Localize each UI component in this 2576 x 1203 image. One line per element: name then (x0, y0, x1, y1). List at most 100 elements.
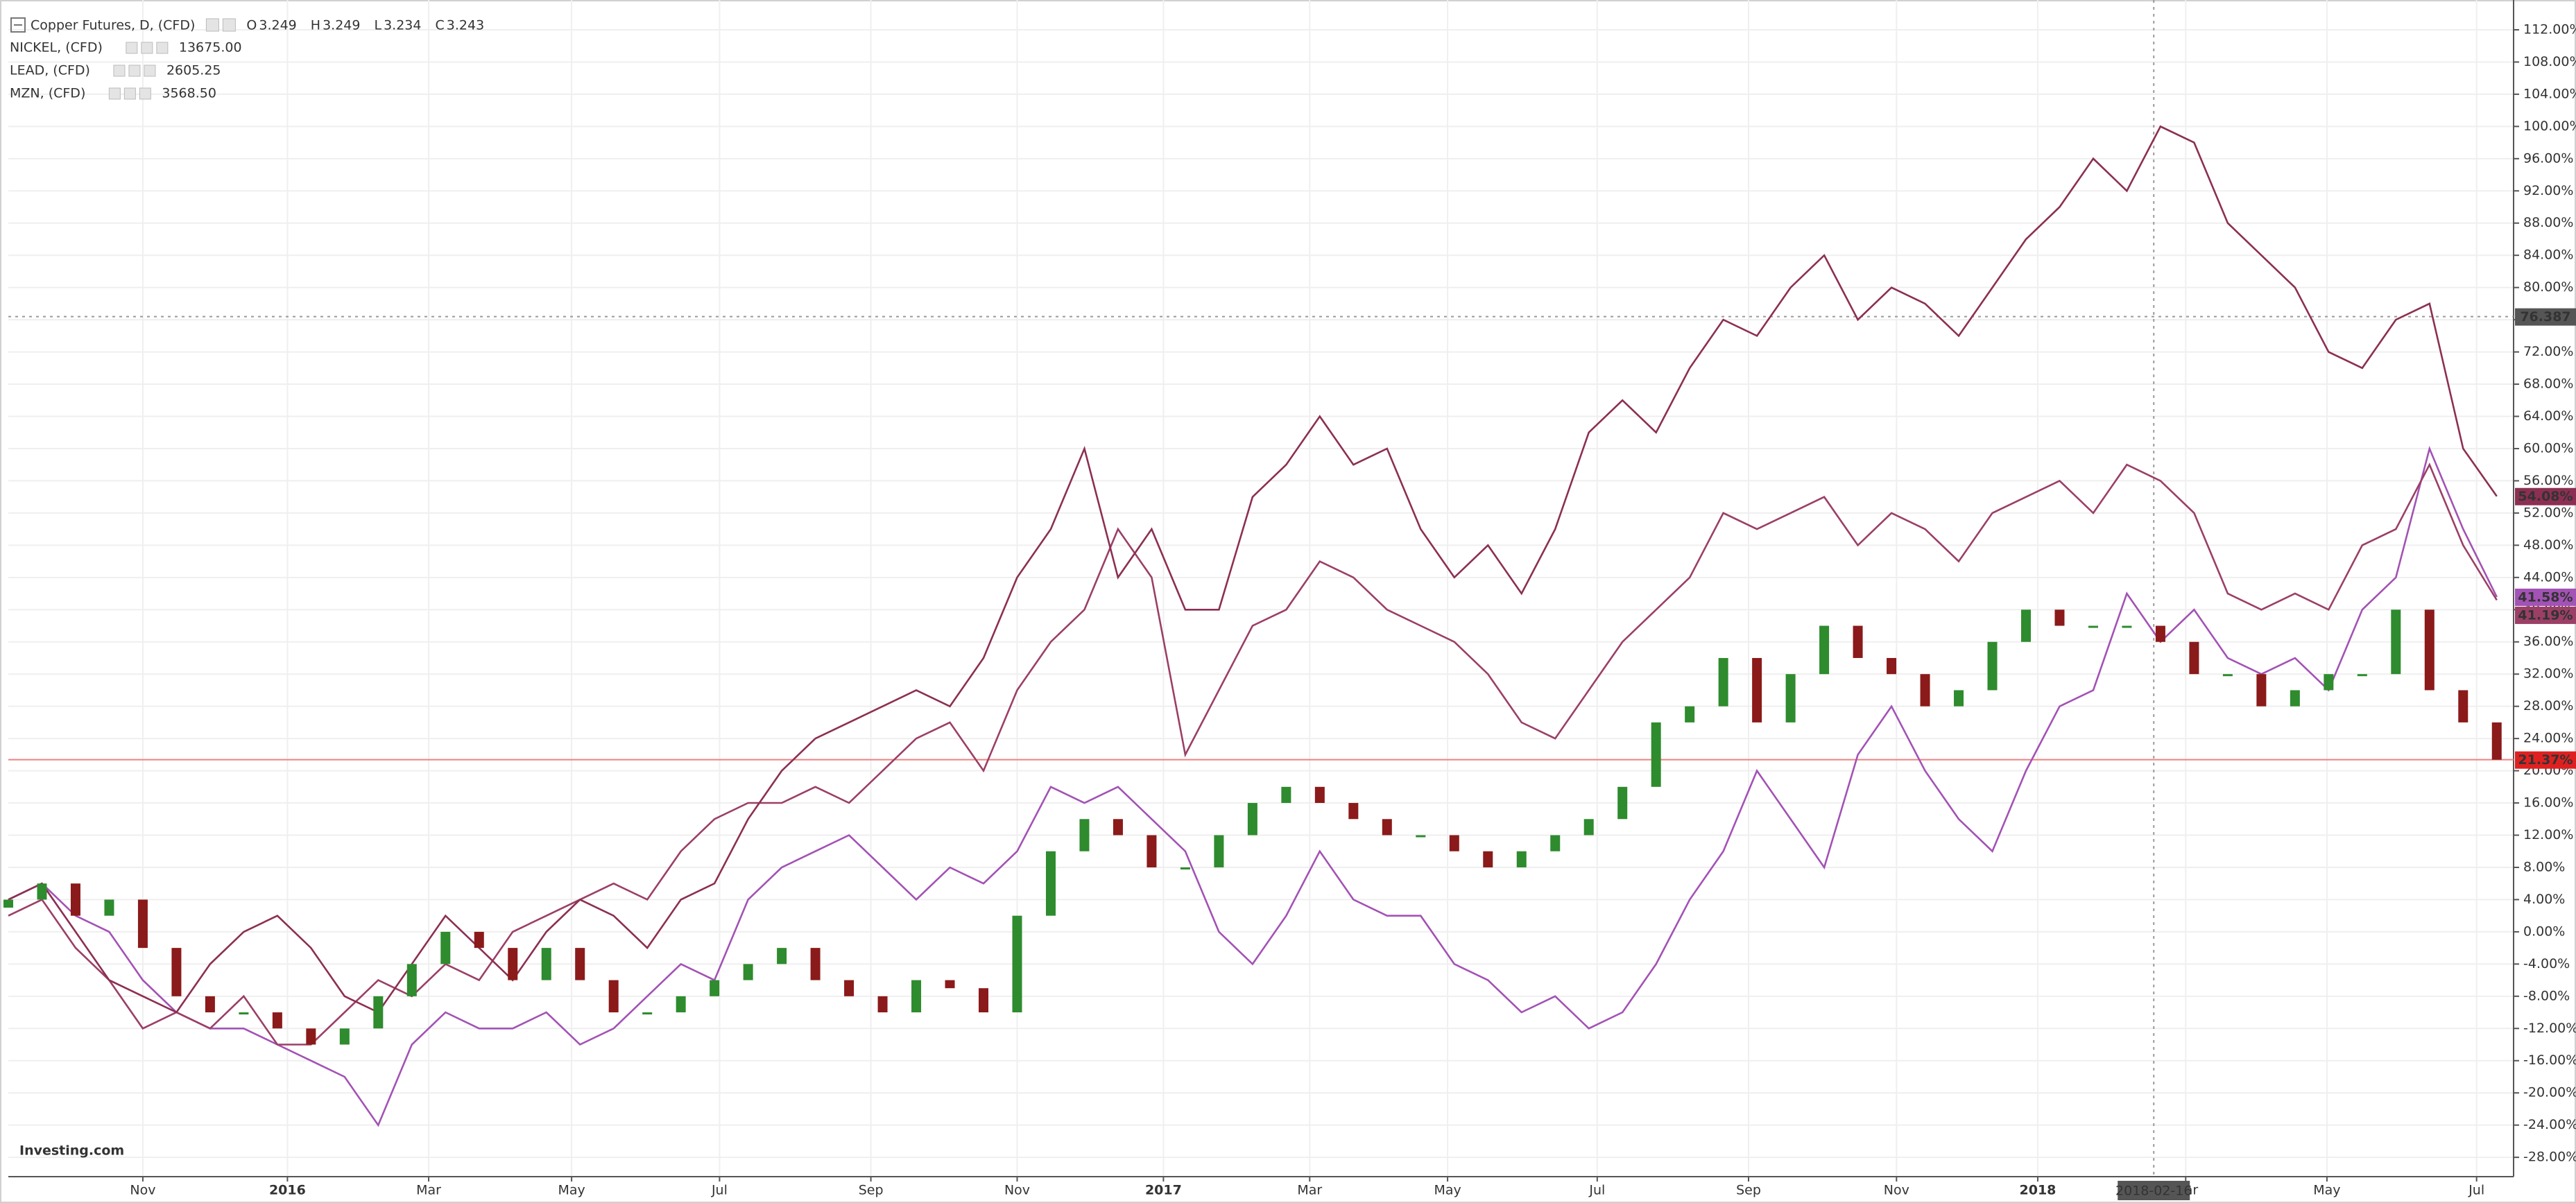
candle (339, 1028, 350, 1045)
candle (2189, 641, 2199, 675)
candle (205, 996, 215, 1013)
y-tick-label: 4.00% (2523, 892, 2565, 907)
x-tick-label: Mar (416, 1183, 441, 1198)
legend-value: 13675.00 (179, 40, 242, 55)
candle (1987, 641, 1998, 691)
last-value-label: 41.19% (2518, 607, 2573, 623)
candle (2290, 690, 2300, 707)
logo: Investing.com (19, 1143, 124, 1159)
ohlc-key: C (435, 18, 444, 33)
candle (1045, 851, 1056, 916)
candle (710, 980, 720, 996)
candle (1214, 835, 1224, 867)
ohlc-value: 3.243 (447, 18, 484, 33)
candle (575, 948, 585, 980)
candle (474, 931, 484, 949)
ohlc-value: 3.249 (259, 18, 296, 33)
y-tick-label: 56.00% (2523, 473, 2573, 488)
y-tick-label: 112.00% (2523, 21, 2576, 37)
candle (1483, 851, 1493, 867)
candle (1281, 786, 1291, 804)
y-tick-label: 32.00% (2523, 666, 2573, 682)
candle (2391, 609, 2401, 675)
legend-icon (141, 42, 153, 54)
candle (844, 980, 855, 996)
x-tick-label: 2016 (269, 1183, 306, 1198)
candle (1920, 674, 1930, 707)
x-tick-label: May (558, 1183, 585, 1198)
x-tick-label: Mar (1297, 1183, 1322, 1198)
candle (2020, 609, 2031, 642)
x-tick-label: Jul (1588, 1183, 1605, 1198)
candle (2256, 674, 2267, 707)
x-tick-label: Sep (859, 1183, 884, 1198)
candle (1853, 625, 1863, 658)
x-tick-label: Sep (1736, 1183, 1761, 1198)
legend-value: 2605.25 (166, 63, 221, 78)
y-tick-label: 60.00% (2523, 440, 2573, 456)
candle (642, 1012, 653, 1015)
x-tick-label: Nov (1004, 1183, 1030, 1198)
legend-icon (156, 42, 169, 54)
series-line (8, 445, 2498, 1127)
ohlc-value: 3.249 (323, 18, 360, 33)
x-tick-label: 2017 (1145, 1183, 1182, 1198)
legend-icon (144, 64, 156, 77)
y-tick-label: 36.00% (2523, 634, 2573, 649)
legend-name: NICKEL, (CFD) (10, 40, 103, 55)
candle (608, 980, 619, 1013)
candle (911, 980, 922, 1013)
candle (877, 996, 888, 1013)
x-tick-label: May (2313, 1183, 2340, 1198)
y-tick-label: -8.00% (2523, 988, 2570, 1003)
candle (1583, 819, 1594, 836)
candle (1382, 819, 1392, 836)
candle (1012, 915, 1022, 1013)
candle (1113, 819, 1123, 836)
candle (70, 883, 80, 916)
candle (104, 899, 114, 916)
legend-name: LEAD, (CFD) (10, 63, 90, 78)
y-tick-label: 44.00% (2523, 569, 2573, 585)
candle (171, 948, 182, 996)
legend-icon (123, 87, 136, 100)
y-tick-label: 88.00% (2523, 215, 2573, 230)
candle (2324, 674, 2334, 691)
candle (1079, 819, 1090, 851)
y-tick-label: 8.00% (2523, 859, 2565, 874)
candle (1516, 851, 1527, 867)
candle (1617, 786, 1628, 820)
legend-value: 3568.50 (162, 86, 216, 101)
y-tick-label: 12.00% (2523, 827, 2573, 842)
candle (1449, 835, 1459, 851)
candle (1147, 835, 1157, 867)
y-tick-label: 64.00% (2523, 408, 2573, 424)
candle (1247, 803, 1257, 836)
series-line (8, 125, 2498, 1014)
y-tick-label: 52.00% (2523, 505, 2573, 520)
y-tick-label: 84.00% (2523, 248, 2573, 263)
y-tick-label: 0.00% (2523, 924, 2565, 939)
ohlc-key: H (311, 18, 320, 33)
candle (1180, 867, 1190, 869)
ohlc-value: 3.234 (384, 18, 421, 33)
candle (541, 948, 551, 980)
candle (1752, 657, 1762, 722)
candle (810, 948, 821, 980)
candle (239, 1012, 249, 1015)
candle (2222, 674, 2233, 677)
crosshair-y-tag (2515, 308, 2576, 326)
y-tick-label: -20.00% (2523, 1085, 2576, 1100)
y-tick-label: 100.00% (2523, 119, 2576, 134)
legend-icon (205, 18, 219, 32)
last-value-label: 21.37% (2518, 752, 2573, 768)
last-value-tag (2515, 487, 2576, 505)
ohlc-key: O (246, 18, 257, 33)
candle (676, 996, 686, 1013)
candle (2458, 690, 2468, 722)
last-value-tag (2515, 751, 2576, 769)
candle (2424, 609, 2435, 691)
legend-icon (108, 87, 121, 100)
y-tick-label: 48.00% (2523, 537, 2573, 553)
